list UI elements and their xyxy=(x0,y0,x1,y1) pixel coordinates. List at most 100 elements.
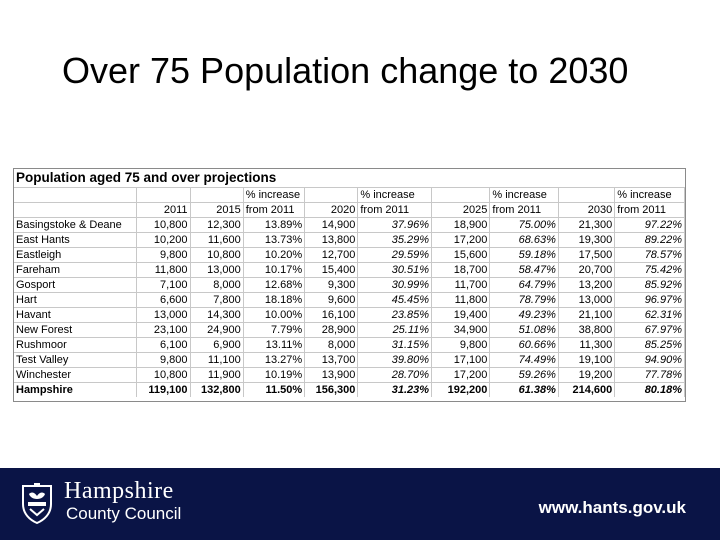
table-row: New Forest 23,100 24,900 7.79% 28,900 25.11% 3… xyxy=(14,322,685,338)
header-from-2011: from 2011 xyxy=(243,202,306,218)
district-name-cell: Hart xyxy=(14,292,138,308)
header-year: 2020 xyxy=(304,202,359,218)
pop-2020-cell: 13,800 xyxy=(304,232,359,248)
pct-2030-cell: 85.25% xyxy=(614,337,685,353)
table-row: Rushmoor 6,100 6,900 13.11% 8,000 31.15% 9,800… xyxy=(14,337,685,353)
pct-2025-cell: 78.79% xyxy=(489,292,559,308)
pop-2025-cell: 15,600 xyxy=(431,247,491,263)
pop-2030-cell: 11,300 xyxy=(558,337,616,353)
pop-2015-cell: 24,900 xyxy=(190,322,244,338)
pop-2020-cell: 13,700 xyxy=(304,352,359,368)
pct-2030-cell: 85.92% xyxy=(614,277,685,293)
pop-2011-cell: 7,100 xyxy=(136,277,191,293)
header-empty xyxy=(14,187,138,203)
pop-2020-cell: 156,300 xyxy=(304,382,359,397)
pct-2015-cell: 13.73% xyxy=(243,232,306,248)
pop-2025-cell: 17,100 xyxy=(431,352,491,368)
population-table-container: Population aged 75 and over projections … xyxy=(13,168,686,402)
district-name-cell: Winchester xyxy=(14,367,138,383)
pop-2011-cell: 6,100 xyxy=(136,337,191,353)
pct-2025-cell: 59.26% xyxy=(489,367,559,383)
pop-2015-cell: 132,800 xyxy=(190,382,244,397)
pop-2030-cell: 19,200 xyxy=(558,367,616,383)
pct-2025-cell: 61.38% xyxy=(489,382,559,397)
table-row: Hart 6,600 7,800 18.18% 9,600 45.45% 11,800 78.… xyxy=(14,292,685,308)
pct-2015-cell: 10.17% xyxy=(243,262,306,278)
pop-2020-cell: 12,700 xyxy=(304,247,359,263)
slide-title: Over 75 Population change to 2030 xyxy=(62,50,629,91)
pop-2011-cell: 9,800 xyxy=(136,352,191,368)
pct-2020-cell: 37.96% xyxy=(357,217,433,233)
pop-2030-cell: 19,300 xyxy=(558,232,616,248)
table-row: East Hants 10,200 11,600 13.73% 13,800 35.29%… xyxy=(14,232,685,248)
pct-2020-cell: 31.15% xyxy=(357,337,433,353)
website-link[interactable]: www.hants.gov.uk xyxy=(538,498,686,517)
brand-subtitle: County Council xyxy=(66,504,182,523)
pct-2025-cell: 58.47% xyxy=(489,262,559,278)
pop-2015-cell: 11,900 xyxy=(190,367,244,383)
pop-2020-cell: 13,900 xyxy=(304,367,359,383)
pop-2020-cell: 16,100 xyxy=(304,307,359,323)
pop-2020-cell: 15,400 xyxy=(304,262,359,278)
table-total-row: Hampshire 119,100 132,800 11.50% 156,300 31.2… xyxy=(14,382,685,397)
pop-2015-cell: 12,300 xyxy=(190,217,244,233)
pop-2025-cell: 19,400 xyxy=(431,307,491,323)
pop-2020-cell: 9,300 xyxy=(304,277,359,293)
header-empty xyxy=(304,187,359,203)
header-year: 2025 xyxy=(431,202,491,218)
pop-2015-cell: 11,600 xyxy=(190,232,244,248)
pop-2011-cell: 10,800 xyxy=(136,217,191,233)
pop-2020-cell: 9,600 xyxy=(304,292,359,308)
pct-2020-cell: 30.51% xyxy=(357,262,433,278)
pct-2015-cell: 13.11% xyxy=(243,337,306,353)
pct-2020-cell: 35.29% xyxy=(357,232,433,248)
pop-2011-cell: 119,100 xyxy=(136,382,191,397)
pop-2030-cell: 17,500 xyxy=(558,247,616,263)
pop-2011-cell: 11,800 xyxy=(136,262,191,278)
pop-2025-cell: 11,700 xyxy=(431,277,491,293)
header-pct-increase: % increase xyxy=(243,187,306,203)
pct-2020-cell: 45.45% xyxy=(357,292,433,308)
pct-2025-cell: 59.18% xyxy=(489,247,559,263)
table-row: Basingstoke & Deane 10,800 12,300 13.89% 14,… xyxy=(14,217,685,233)
district-name-cell: Fareham xyxy=(14,262,138,278)
pop-2015-cell: 6,900 xyxy=(190,337,244,353)
pct-2030-cell: 80.18% xyxy=(614,382,685,397)
pop-2025-cell: 18,700 xyxy=(431,262,491,278)
table-caption: Population aged 75 and over projections xyxy=(14,169,685,188)
pct-2015-cell: 7.79% xyxy=(243,322,306,338)
pop-2015-cell: 7,800 xyxy=(190,292,244,308)
pct-2015-cell: 13.89% xyxy=(243,217,306,233)
pct-2020-cell: 31.23% xyxy=(357,382,433,397)
pop-2011-cell: 23,100 xyxy=(136,322,191,338)
pct-2015-cell: 10.00% xyxy=(243,307,306,323)
pop-2025-cell: 34,900 xyxy=(431,322,491,338)
pop-2011-cell: 9,800 xyxy=(136,247,191,263)
header-empty xyxy=(136,187,191,203)
pct-2020-cell: 28.70% xyxy=(357,367,433,383)
table-header-row-2: 2011 2015 from 2011 2020 from 2011 2025 … xyxy=(14,202,685,218)
pop-2020-cell: 8,000 xyxy=(304,337,359,353)
pop-2025-cell: 17,200 xyxy=(431,367,491,383)
pct-2020-cell: 23.85% xyxy=(357,307,433,323)
district-name-cell: Rushmoor xyxy=(14,337,138,353)
pop-2011-cell: 13,000 xyxy=(136,307,191,323)
pct-2025-cell: 64.79% xyxy=(489,277,559,293)
pct-2015-cell: 12.68% xyxy=(243,277,306,293)
table-row: Gosport 7,100 8,000 12.68% 9,300 30.99% 11,700… xyxy=(14,277,685,293)
header-from-2011: from 2011 xyxy=(614,202,685,218)
footer-bar: Hampshire County Council www.hants.gov.u… xyxy=(0,468,720,540)
pop-2015-cell: 14,300 xyxy=(190,307,244,323)
pct-2025-cell: 74.49% xyxy=(489,352,559,368)
pct-2030-cell: 78.57% xyxy=(614,247,685,263)
table-header-row-1: % increase % increase % increase % incre… xyxy=(14,187,685,203)
pop-2015-cell: 11,100 xyxy=(190,352,244,368)
pct-2015-cell: 10.19% xyxy=(243,367,306,383)
pop-2015-cell: 13,000 xyxy=(190,262,244,278)
district-name-cell: Eastleigh xyxy=(14,247,138,263)
population-table-body: Population aged 75 and over projections … xyxy=(14,169,685,397)
pct-2020-cell: 30.99% xyxy=(357,277,433,293)
pop-2030-cell: 20,700 xyxy=(558,262,616,278)
pct-2030-cell: 97.22% xyxy=(614,217,685,233)
pct-2015-cell: 13.27% xyxy=(243,352,306,368)
